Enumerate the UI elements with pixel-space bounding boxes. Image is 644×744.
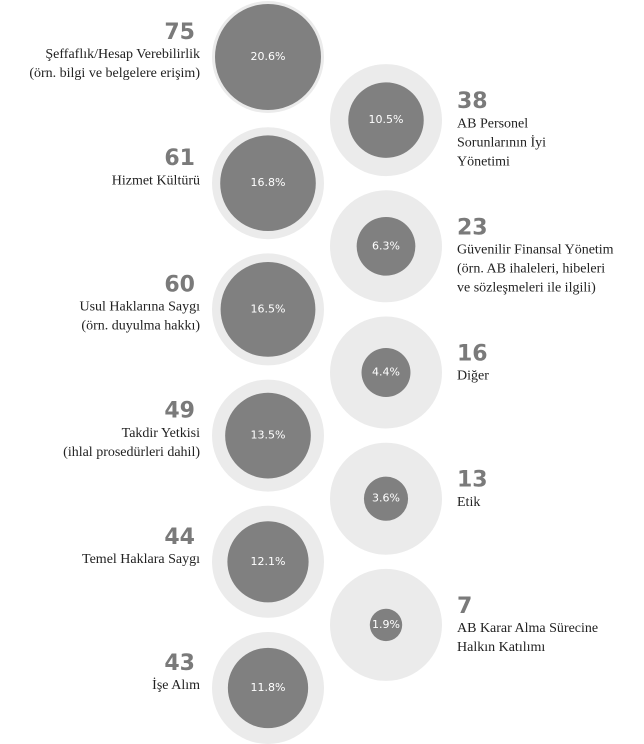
share-label: 6.3% [372, 239, 400, 252]
category-label: Sorunlarının İyi [457, 134, 546, 150]
bubble [363, 476, 409, 521]
count-label: 61 [164, 146, 195, 171]
bubble [369, 608, 403, 642]
share-label: 16.8% [251, 176, 286, 189]
share-label: 11.8% [251, 681, 286, 694]
count-label: 75 [164, 20, 195, 45]
count-label: 49 [164, 399, 195, 424]
category-label: İşe Alım [152, 677, 200, 693]
category-label: (örn. bilgi ve belgelere erişim) [29, 66, 200, 81]
count-label: 44 [164, 525, 195, 550]
count-label: 16 [457, 342, 488, 367]
category-label: Temel Haklara Saygı [82, 552, 200, 567]
share-label: 16.5% [251, 302, 286, 315]
share-label: 12.1% [251, 555, 286, 568]
share-label: 13.5% [251, 429, 286, 442]
bubble [227, 521, 309, 603]
share-label: 3.6% [372, 492, 400, 505]
share-label: 1.9% [372, 618, 400, 631]
bubble [220, 261, 316, 357]
category-label: ve sözleşmeleri ile ilgili) [457, 281, 596, 296]
category-label: (örn. duyulma hakkı) [81, 319, 200, 334]
count-label: 7 [457, 594, 472, 619]
bubble [220, 135, 316, 231]
category-label: Hizmet Kültürü [112, 173, 200, 188]
category-label: (ihlal prosedürleri dahil) [63, 445, 200, 460]
category-label: Etik [457, 495, 480, 510]
category-label: Halkın Katılımı [457, 640, 545, 655]
category-label: Güvenilir Finansal Yönetim [457, 243, 614, 258]
category-label: Usul Haklarına Saygı [79, 300, 200, 315]
share-label: 4.4% [372, 366, 400, 379]
category-label: AB Personel [457, 116, 528, 131]
share-label: 20.6% [251, 50, 286, 63]
bubble [361, 348, 411, 397]
share-label: 10.5% [369, 113, 404, 126]
bubble [348, 82, 424, 158]
category-label: Takdir Yetkisi [122, 426, 200, 441]
category-label: (örn. AB ihaleleri, hibeleri [457, 262, 605, 277]
category-label: Şeffaflık/Hesap Verebilirlik [45, 47, 200, 62]
category-label: Yönetimi [457, 154, 510, 169]
count-label: 43 [164, 651, 195, 676]
count-label: 38 [457, 89, 488, 114]
count-label: 23 [457, 215, 488, 240]
category-label: AB Karar Alma Sürecine [457, 621, 598, 636]
category-label: Diğer [457, 369, 489, 384]
bubble [215, 4, 321, 110]
bubble [227, 647, 309, 729]
count-label: 60 [164, 272, 195, 297]
count-label: 13 [457, 468, 488, 493]
bubble [356, 216, 416, 276]
bubble [225, 392, 311, 479]
